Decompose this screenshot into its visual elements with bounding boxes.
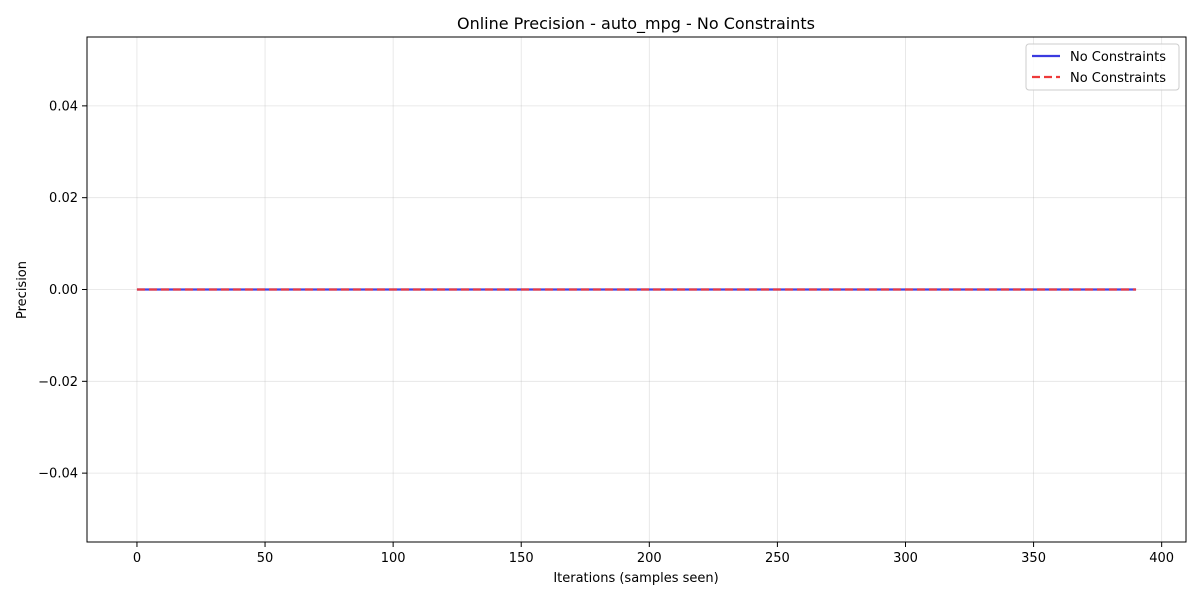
x-tick-label: 300 (893, 551, 918, 566)
x-tick-label: 50 (257, 551, 274, 566)
x-axis-label: Iterations (samples seen) (553, 571, 718, 586)
y-tick-label: 0.02 (49, 191, 78, 206)
x-tick-label: 0 (133, 551, 141, 566)
y-tick-label: −0.04 (38, 467, 78, 482)
y-tick-label: −0.02 (38, 375, 78, 390)
legend-label-series-1: No Constraints (1070, 50, 1166, 65)
y-axis-label: Precision (15, 261, 30, 319)
x-tick-label: 400 (1149, 551, 1174, 566)
x-axis-ticks: 0 50 100 150 200 250 300 350 400 (133, 542, 1174, 566)
legend-label-series-2: No Constraints (1070, 71, 1166, 86)
y-axis-ticks: −0.04 −0.02 0.00 0.02 0.04 (38, 99, 87, 482)
y-tick-label: 0.00 (49, 283, 78, 298)
legend: No Constraints No Constraints (1025, 43, 1180, 91)
x-tick-label: 350 (1021, 551, 1046, 566)
y-tick-label: 0.04 (49, 99, 78, 114)
x-tick-label: 100 (381, 551, 406, 566)
legend-box (1025, 43, 1180, 91)
chart-title: Online Precision - auto_mpg - No Constra… (457, 14, 815, 34)
x-tick-label: 250 (765, 551, 790, 566)
x-tick-label: 200 (637, 551, 662, 566)
x-tick-label: 150 (509, 551, 534, 566)
